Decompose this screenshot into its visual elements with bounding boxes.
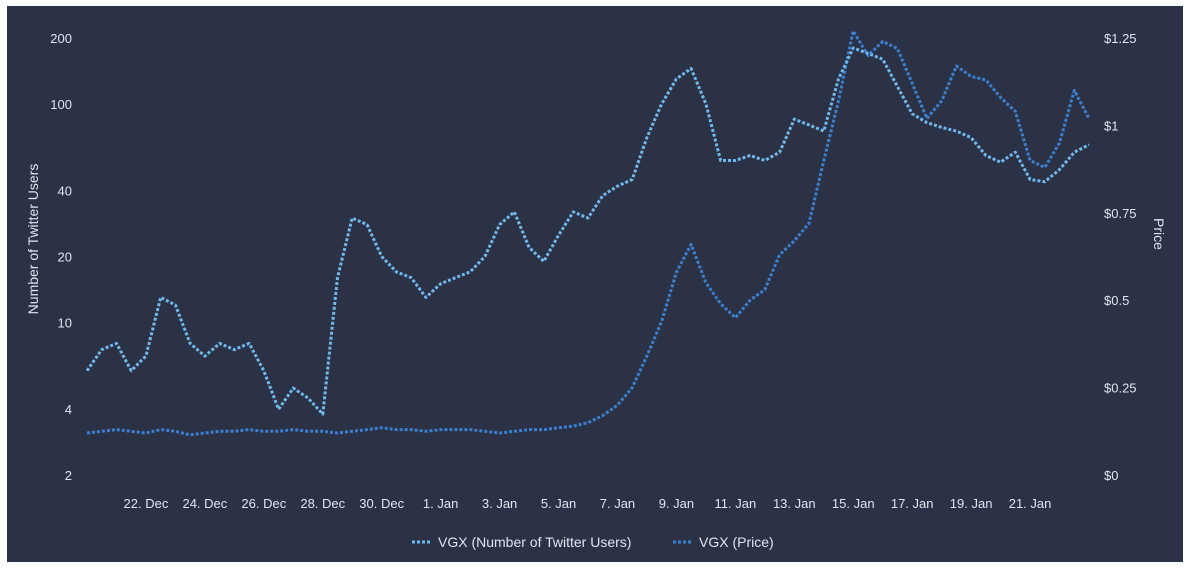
left-tick-label: 10 [58, 315, 72, 330]
x-tick-label: 15. Jan [832, 496, 875, 511]
series-line-price[interactable] [86, 29, 1091, 437]
left-tick-label: 200 [50, 31, 72, 46]
x-tick-label: 24. Dec [182, 496, 227, 511]
chart-container: 2 4 10 20 40 100 200 $0 $0.25 $0.5 $0.75 $1 $1.25 2… [7, 6, 1183, 562]
x-tick-label: 28. Dec [300, 496, 345, 511]
legend-item-price[interactable]: VGX (Price) [673, 534, 774, 550]
left-axis-title: Number of Twitter Users [25, 164, 41, 315]
x-tick-label: 1. Jan [423, 496, 458, 511]
right-tick-label: $0.25 [1104, 381, 1137, 396]
series-layer [85, 29, 1091, 437]
x-tick-label: 22. Dec [124, 496, 169, 511]
left-tick-label: 40 [58, 184, 72, 199]
x-tick-label: 19. Jan [950, 496, 993, 511]
right-tick-label: $0.5 [1104, 293, 1129, 308]
right-axis-title: Price [1151, 218, 1167, 250]
right-tick-label: $0 [1104, 468, 1118, 483]
right-tick-label: $1.25 [1104, 31, 1137, 46]
x-tick-label: 17. Jan [891, 496, 934, 511]
legend: VGX (Number of Twitter Users) VGX (Price… [412, 534, 774, 550]
left-tick-label: 4 [65, 402, 72, 417]
legend-label-twitter-users: VGX (Number of Twitter Users) [438, 534, 631, 550]
x-tick-label: 3. Jan [482, 496, 517, 511]
x-tick-label: 7. Jan [600, 496, 635, 511]
right-axis-ticks: $0 $0.25 $0.5 $0.75 $1 $1.25 [1104, 31, 1137, 483]
x-tick-label: 11. Jan [715, 496, 757, 511]
left-tick-label: 100 [50, 97, 72, 112]
series-line-twitter-users[interactable] [85, 46, 1090, 416]
left-axis-ticks: 2 4 10 20 40 100 200 [50, 31, 72, 483]
x-tick-label: 26. Dec [241, 496, 286, 511]
x-tick-label: 21. Jan [1009, 496, 1052, 511]
x-tick-label: 9. Jan [659, 496, 694, 511]
x-axis-ticks: 22. Dec 24. Dec 26. Dec 28. Dec 30. Dec 1. Ja… [124, 496, 1052, 511]
line-chart: 2 4 10 20 40 100 200 $0 $0.25 $0.5 $0.75 $1 $1.25 2… [25, 29, 1167, 550]
left-tick-label: 20 [58, 250, 72, 265]
x-tick-label: 30. Dec [359, 496, 404, 511]
legend-label-price: VGX (Price) [699, 534, 774, 550]
x-tick-label: 5. Jan [541, 496, 576, 511]
right-tick-label: $0.75 [1104, 206, 1137, 221]
legend-item-twitter-users[interactable]: VGX (Number of Twitter Users) [412, 534, 631, 550]
x-tick-label: 13. Jan [773, 496, 816, 511]
left-tick-label: 2 [65, 468, 72, 483]
right-tick-label: $1 [1104, 118, 1118, 133]
